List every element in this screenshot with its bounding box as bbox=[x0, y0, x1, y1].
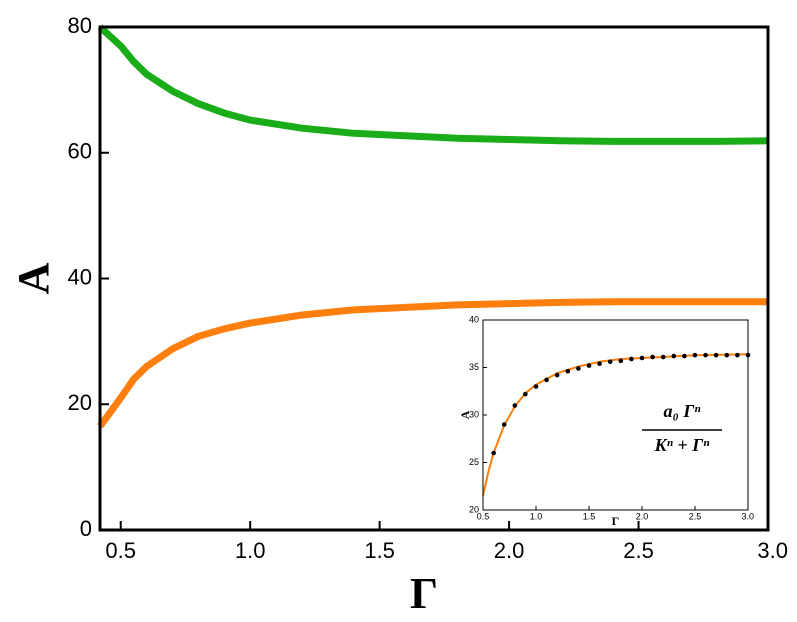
x-axis-label: Γ bbox=[612, 514, 620, 528]
x-tick-label: 0.5 bbox=[105, 538, 136, 563]
data-point bbox=[533, 384, 539, 389]
formula-denominator: Kⁿ + Γⁿ bbox=[654, 435, 710, 455]
data-point bbox=[586, 363, 592, 368]
y-tick-label: 40 bbox=[68, 264, 92, 289]
formula-numerator: a₀ Γⁿ bbox=[664, 401, 702, 421]
x-tick-label: 2.5 bbox=[623, 538, 654, 563]
x-tick-label: 2.0 bbox=[636, 511, 649, 521]
data-line bbox=[97, 24, 769, 145]
x-axis-label: Γ bbox=[410, 569, 438, 618]
x-tick-label: 1.0 bbox=[530, 511, 543, 521]
data-point bbox=[554, 372, 560, 378]
y-tick-label: 35 bbox=[469, 362, 479, 372]
data-point bbox=[618, 358, 624, 364]
data-point bbox=[724, 352, 730, 358]
x-tick-label: 3.0 bbox=[757, 538, 788, 563]
data-line bbox=[97, 298, 768, 429]
y-tick-label: 40 bbox=[469, 314, 479, 324]
data-point bbox=[607, 359, 613, 365]
x-tick-label: 2.0 bbox=[494, 538, 525, 563]
y-tick-label: 20 bbox=[469, 504, 479, 514]
data-point bbox=[544, 377, 549, 383]
data-point bbox=[650, 354, 655, 360]
x-tick-label: 1.0 bbox=[235, 538, 266, 563]
data-point bbox=[692, 352, 698, 358]
data-point bbox=[713, 352, 719, 358]
x-tick-label: 1.5 bbox=[583, 511, 596, 521]
data-point bbox=[491, 450, 496, 456]
x-tick-label: 1.5 bbox=[364, 538, 395, 563]
data-point bbox=[512, 403, 518, 408]
y-tick-label: 25 bbox=[469, 457, 479, 467]
y-axis-label: A bbox=[458, 410, 472, 419]
y-tick-label: 20 bbox=[68, 390, 92, 415]
y-axis-label: A bbox=[9, 262, 58, 294]
data-point bbox=[565, 369, 571, 374]
inset-background bbox=[483, 320, 748, 510]
x-tick-label: 3.0 bbox=[741, 511, 754, 521]
data-point bbox=[597, 361, 602, 367]
data-point bbox=[576, 366, 581, 371]
data-point bbox=[629, 356, 634, 362]
data-point bbox=[501, 422, 507, 427]
data-point bbox=[639, 355, 645, 361]
data-point bbox=[660, 354, 666, 360]
x-tick-label: 0.5 bbox=[477, 511, 490, 521]
data-point bbox=[735, 352, 740, 358]
data-point bbox=[682, 353, 687, 359]
plot-frame bbox=[98, 25, 770, 532]
data-point bbox=[671, 353, 677, 359]
y-tick-label: 80 bbox=[68, 13, 92, 38]
y-tick-label: 30 bbox=[469, 409, 479, 419]
x-tick-label: 2.5 bbox=[689, 511, 702, 521]
data-point bbox=[523, 391, 528, 397]
y-tick-label: 60 bbox=[68, 139, 92, 164]
data-point bbox=[703, 352, 708, 358]
y-tick-label: 0 bbox=[80, 516, 92, 541]
plot-frame bbox=[482, 319, 749, 511]
